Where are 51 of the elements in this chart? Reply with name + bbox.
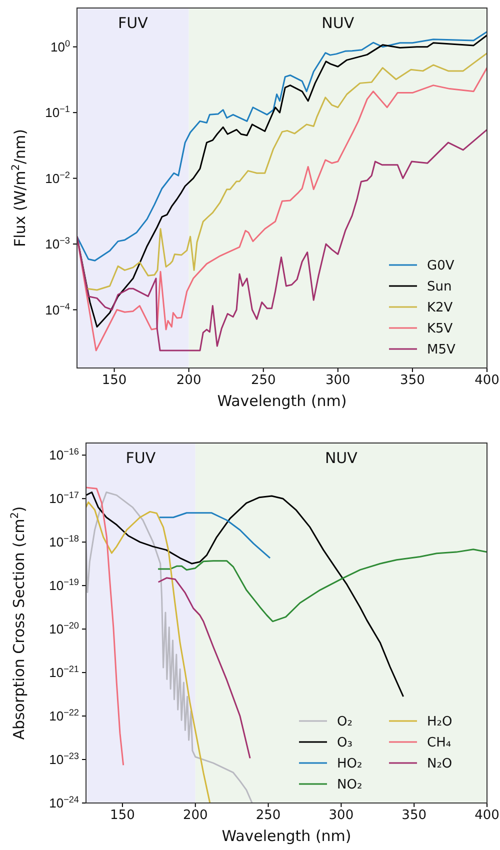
legend-label: H₂O — [427, 714, 452, 730]
y-tick-label: 10$^{−21}$ — [49, 664, 79, 680]
band-label: FUV — [118, 14, 149, 32]
x-tick-label: 250 — [250, 373, 276, 388]
line-series — [86, 492, 253, 803]
legend-label: O₃ — [337, 736, 352, 751]
y-tick-label: 10$^{−19}$ — [49, 577, 79, 594]
y-tick-label: 10$^{−17}$ — [49, 490, 79, 506]
band-label: NUV — [324, 449, 358, 467]
legend-label: M5V — [427, 342, 456, 358]
y-tick-label: 10$^{−22}$ — [49, 708, 79, 724]
legend-label: G0V — [427, 258, 454, 274]
legend-label: K5V — [427, 322, 453, 337]
y-tick-label: 10$^{−3}$ — [45, 236, 70, 252]
band-label: FUV — [126, 449, 156, 467]
y-tick-label: 10$^{−1}$ — [45, 104, 70, 120]
y-tick-label: 10$^{−23}$ — [49, 751, 79, 768]
legend-label: HO₂ — [337, 756, 362, 772]
legend-label: NO₂ — [337, 778, 362, 793]
line-series — [158, 512, 271, 559]
x-tick-label: 200 — [182, 808, 208, 824]
y-tick-label: 10$^{−16}$ — [49, 446, 79, 463]
y-tick-label: 10$^{−18}$ — [49, 534, 79, 550]
y-tick-label: 10$^{−20}$ — [49, 620, 79, 637]
x-tick-label: 350 — [400, 373, 425, 388]
x-tick-label: 300 — [328, 808, 354, 824]
y-tick-label: 10$^{−2}$ — [45, 170, 70, 186]
legend-label: CH₄ — [427, 736, 452, 751]
legend-label: N₂O — [427, 756, 452, 772]
x-tick-label: 300 — [325, 373, 350, 388]
legend-label: Sun — [427, 280, 452, 295]
x-tick-label: 150 — [110, 808, 135, 824]
x-tick-label: 350 — [402, 808, 427, 824]
x-tick-label: 400 — [474, 373, 500, 388]
legend-label: K2V — [427, 300, 453, 316]
x-axis-title: Wavelength (nm) — [217, 392, 347, 410]
line-series — [157, 548, 487, 622]
x-tick-label: 150 — [102, 373, 127, 388]
x-tick-label: 200 — [176, 373, 202, 388]
line-series — [86, 486, 124, 766]
y-tick-label: 10$^{0}$ — [50, 38, 70, 54]
legend-label: O₂ — [337, 714, 352, 730]
y-tick-label: 10$^{−4}$ — [45, 301, 70, 318]
y-tick-label: 10$^{−24}$ — [49, 794, 79, 811]
line-series — [158, 577, 251, 759]
x-tick-label: 250 — [256, 808, 281, 824]
band-label: NUV — [322, 14, 355, 32]
line-series — [77, 30, 487, 262]
x-axis-title: Wavelength (nm) — [222, 827, 352, 845]
x-tick-label: 400 — [474, 808, 500, 824]
line-series — [86, 501, 211, 803]
